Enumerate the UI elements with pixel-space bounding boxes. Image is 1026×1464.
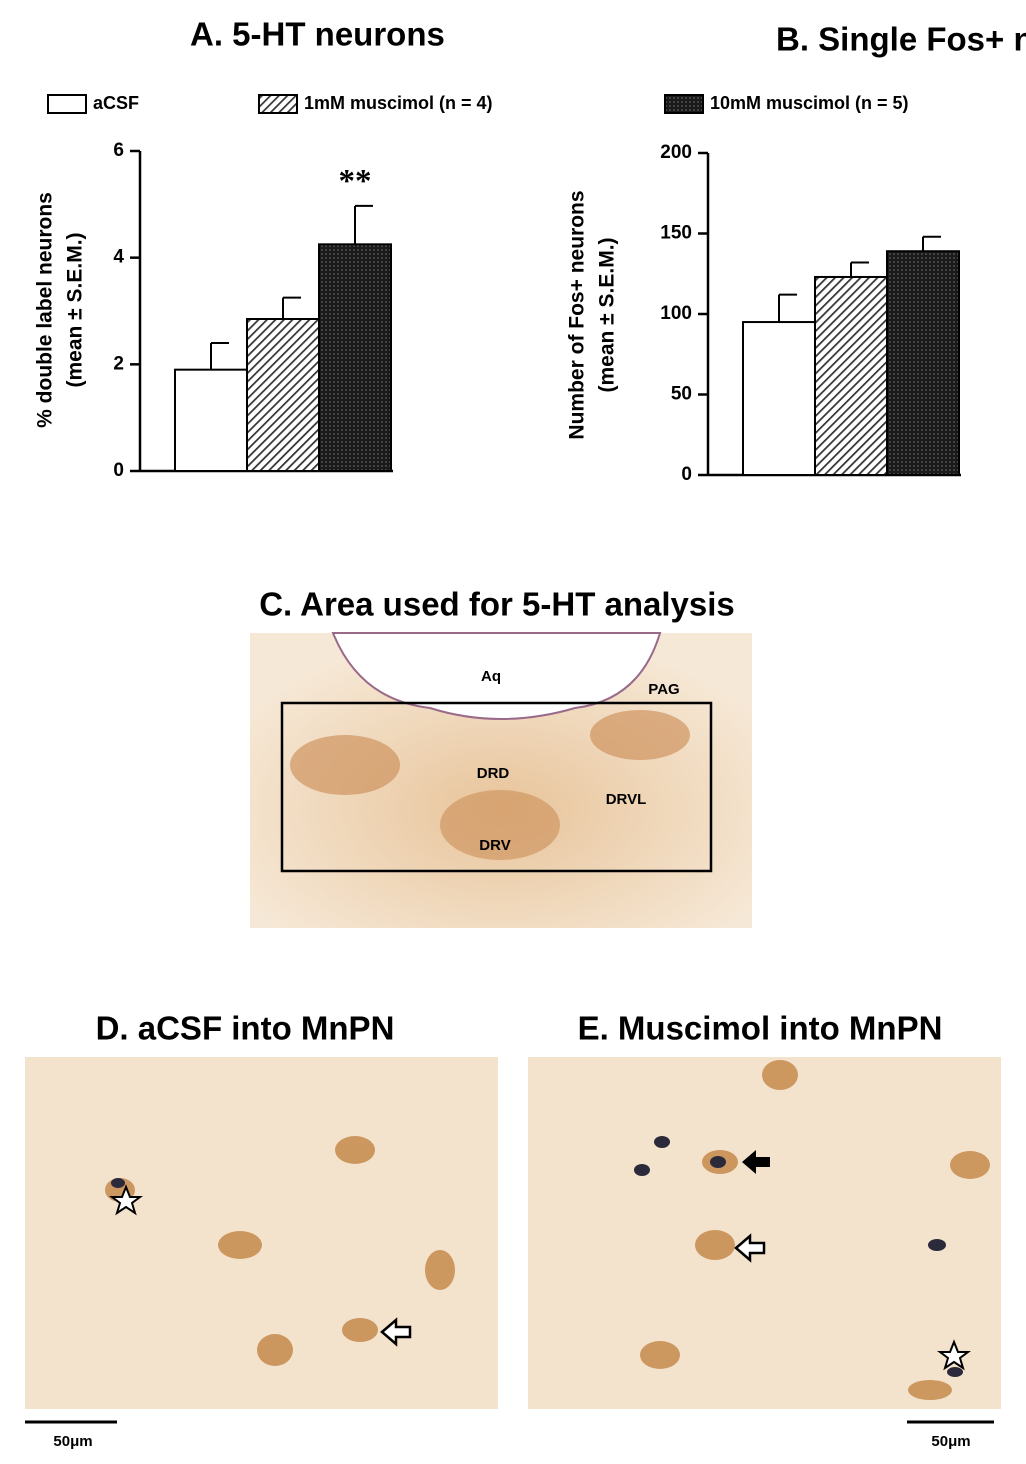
y-tick-label: 150 (660, 223, 692, 244)
bar (742, 321, 816, 476)
scale-label: 50μm (931, 1433, 970, 1450)
y-tick-label: 0 (681, 464, 692, 485)
star-marker (109, 1184, 143, 1216)
region-label: DRD (477, 765, 510, 782)
open-arrow (380, 1317, 412, 1347)
y-axis-label: (mean ± S.E.M.) (596, 237, 619, 392)
region-label: DRVL (606, 791, 647, 808)
legend-label: 1mM muscimol (n = 4) (304, 93, 493, 113)
y-tick-label: 100 (660, 303, 692, 324)
legend-swatch (664, 94, 704, 114)
y-tick-label: 6 (113, 140, 124, 161)
legend-label: 10mM muscimol (n = 5) (710, 93, 909, 113)
open-arrow (734, 1233, 766, 1263)
y-tick-label: 50 (671, 384, 692, 405)
legend-swatch (47, 94, 87, 114)
panel-title: C. Area used for 5-HT analysis (259, 586, 735, 623)
panel-title: D. aCSF into MnPN (96, 1010, 395, 1047)
panel-title: E. Muscimol into MnPN (578, 1010, 943, 1047)
chart-title: B. Single Fos+ neurons (776, 21, 1026, 58)
bar (318, 243, 392, 472)
aqueduct (331, 632, 662, 720)
stain (590, 710, 690, 760)
y-tick-label: 0 (113, 460, 124, 481)
y-tick-label: 4 (113, 247, 124, 268)
stain (290, 735, 400, 795)
region-label: Aq (481, 668, 501, 685)
star-marker (937, 1339, 971, 1371)
stain (440, 790, 560, 860)
bar (814, 275, 888, 476)
scale-label: 50μm (53, 1433, 92, 1450)
y-axis-label: % double label neurons (34, 192, 57, 428)
bar (886, 250, 960, 476)
bar (174, 368, 248, 472)
y-tick-label: 200 (660, 142, 692, 163)
analysis-box (280, 701, 713, 873)
filled-arrow (742, 1150, 770, 1174)
cells (105, 1060, 990, 1400)
legend-swatch (258, 94, 298, 114)
region-label: PAG (648, 681, 679, 698)
significance: ** (339, 164, 372, 200)
region-label: DRV (479, 837, 510, 854)
legend-label: aCSF (93, 93, 139, 113)
bar (246, 318, 320, 472)
micrograph (528, 1057, 1001, 1409)
nuclei (111, 1136, 963, 1377)
y-axis-label: Number of Fos+ neurons (566, 190, 589, 439)
y-axis-label: (mean ± S.E.M.) (64, 232, 87, 387)
y-tick-label: 2 (113, 353, 124, 374)
chart-title: A. 5-HT neurons (190, 16, 445, 53)
